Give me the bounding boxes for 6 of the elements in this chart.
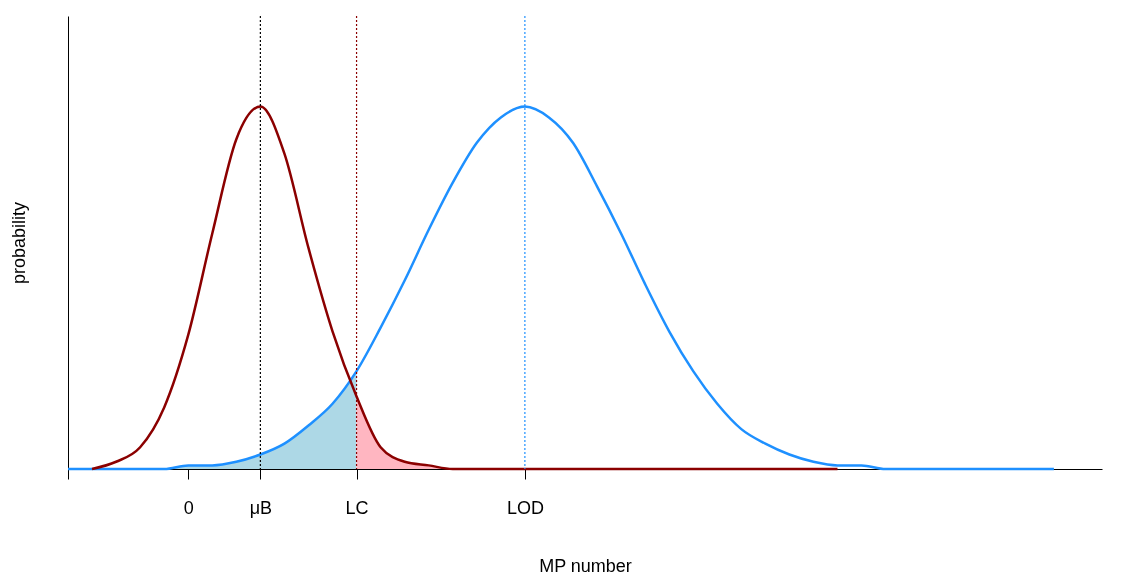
x-tick-label: LOD [506, 497, 544, 518]
x-tick-label: 0 [183, 497, 194, 518]
x-tick-label: μB [249, 497, 273, 518]
x-tick-label: LC [345, 497, 369, 518]
y-axis-title: probability [8, 201, 29, 285]
x-axis-title: MP number [539, 555, 632, 576]
